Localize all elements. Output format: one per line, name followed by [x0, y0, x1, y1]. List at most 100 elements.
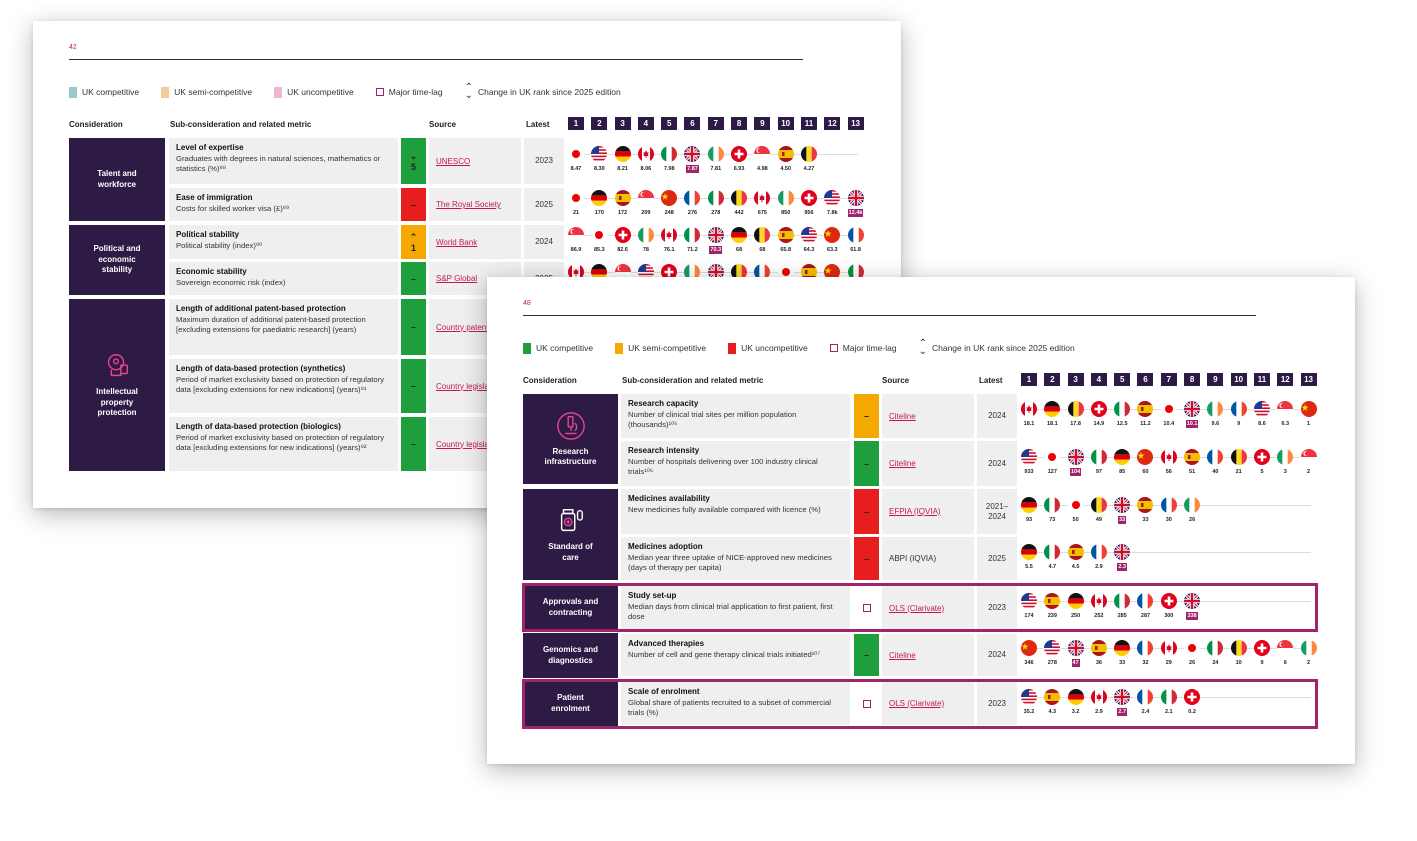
- country-item: 10.4: [1160, 401, 1177, 428]
- country-value: 36: [1095, 660, 1102, 666]
- source-link[interactable]: OLS (Clarivate): [882, 586, 974, 630]
- legend-timelag: Major time-lag: [375, 87, 443, 97]
- source-link[interactable]: OLS (Clarivate): [882, 682, 974, 725]
- source-link[interactable]: World Bank: [429, 225, 521, 259]
- country-value: 933: [1024, 468, 1034, 475]
- country-ranking: 5.5 4.7 4.5 2.9 2.3: [1021, 543, 1137, 571]
- source-link[interactable]: EFPIA (IQVIA): [882, 489, 974, 534]
- japan-flag-icon: [777, 263, 794, 280]
- country-item: 30: [1160, 496, 1177, 524]
- metric-description: Number of clinical trial sites per milli…: [628, 409, 797, 430]
- rank-change: –: [863, 650, 869, 660]
- country-value: 70.3: [709, 246, 723, 254]
- country-value: 338: [1186, 612, 1198, 620]
- germany-flag-icon: [1114, 448, 1131, 465]
- country-item: 21: [568, 189, 584, 217]
- us-flag-icon: [1253, 401, 1270, 417]
- microscope-icon: [556, 411, 585, 440]
- country-item: 7.8k: [824, 189, 841, 217]
- us-flag-icon: [591, 146, 608, 162]
- latest-year: 2021–2024: [977, 489, 1017, 534]
- legend-uncompetitive: UK uncompetitive: [274, 86, 354, 98]
- metric-description: Political stability (index)⁹⁰: [176, 240, 263, 250]
- germany-flag-icon: [614, 146, 631, 162]
- country-value: 10: [1235, 660, 1242, 666]
- country-item: 76.1: [661, 227, 678, 254]
- italy-flag-icon: [847, 263, 864, 280]
- rank-badge: 9: [1207, 373, 1224, 386]
- metric-title: Advanced therapies: [628, 639, 705, 648]
- group-approvals: Approvals and contracting: [523, 585, 618, 630]
- country-value: 5: [1260, 468, 1264, 475]
- country-item: 64.3: [800, 227, 817, 254]
- country-value: 4.27: [803, 166, 815, 172]
- rank-change: –: [410, 199, 416, 210]
- country-item: 65.8: [777, 227, 794, 254]
- country-item: 276: [684, 189, 701, 217]
- metric-description: Sovereign economic risk (index): [176, 277, 286, 287]
- country-value: 29: [1165, 660, 1172, 666]
- rank-badge: 13: [1300, 373, 1317, 386]
- germany-flag-icon: [1067, 688, 1084, 705]
- rank-badge: 8: [731, 117, 748, 130]
- country-item: 2.7: [1114, 688, 1131, 716]
- rank-badge: 12: [824, 117, 841, 130]
- page-number: 42: [69, 44, 77, 51]
- source-link: ABPI (IQVIA): [882, 537, 974, 580]
- metric-description: Period of market exclusivity based on pr…: [176, 374, 385, 395]
- spain-flag-icon: [1067, 543, 1084, 560]
- country-value: 6.93: [733, 166, 745, 172]
- japan-flag-icon: [1184, 640, 1201, 656]
- japan-flag-icon: [568, 189, 584, 206]
- country-item: 7.98: [661, 146, 678, 173]
- italy-flag-icon: [1114, 401, 1131, 417]
- us-flag-icon: [800, 227, 817, 243]
- uk-flag-icon: [1114, 688, 1131, 705]
- country-item: 8.06: [637, 146, 654, 173]
- metric-cell: Research intensity Number of hospitals de…: [621, 441, 850, 486]
- timelag-box-icon: [375, 88, 384, 96]
- source-link[interactable]: The Royal Society: [429, 188, 521, 221]
- metric-description: Median year three uptake of NICE-approve…: [628, 552, 832, 573]
- switzerland-flag-icon: [1090, 401, 1107, 417]
- country-item: 2: [1300, 448, 1317, 476]
- header-sub: Sub-consideration and related metric: [622, 376, 764, 385]
- source-link[interactable]: Citeline: [882, 634, 974, 676]
- country-item: 33: [1137, 496, 1154, 524]
- belgium-flag-icon: [754, 227, 771, 243]
- country-item: 2.3: [1114, 543, 1131, 571]
- ireland-flag-icon: [1184, 496, 1201, 513]
- country-value: 127: [1047, 468, 1057, 475]
- japan-flag-icon: [1067, 496, 1084, 513]
- country-value: 252: [1094, 613, 1104, 619]
- country-item: [754, 263, 771, 285]
- country-item: 40: [1207, 448, 1224, 476]
- spain-flag-icon: [1137, 401, 1154, 417]
- canada-flag-icon: [1021, 401, 1037, 417]
- latest-year: 2025: [524, 188, 564, 221]
- legend-swatch: [523, 342, 531, 354]
- country-item: 3: [1277, 448, 1294, 476]
- country-item: 346: [1021, 640, 1037, 667]
- country-item: 33: [1114, 640, 1131, 667]
- country-item: 2.9: [1090, 543, 1107, 571]
- country-value: 30: [1165, 516, 1172, 523]
- country-item: 26: [1184, 640, 1201, 667]
- china-flag-icon: [1137, 448, 1154, 465]
- medicine-icon: [560, 509, 583, 532]
- group-ip: Intellectual property protection: [69, 299, 165, 471]
- country-value: 4.3: [1048, 708, 1057, 715]
- uk-flag-icon: [1067, 640, 1084, 656]
- country-item: 10: [1230, 640, 1247, 667]
- group-stability: Political and economic stability: [69, 225, 165, 295]
- country-item: 49: [1090, 496, 1107, 524]
- source-link[interactable]: UNESCO: [429, 138, 521, 184]
- country-value: 2.9: [1095, 708, 1103, 715]
- source-link[interactable]: Citeline: [882, 394, 974, 438]
- country-item: 4.3: [1044, 688, 1061, 716]
- country-item: 97: [1090, 448, 1107, 476]
- country-item: 68: [754, 227, 771, 254]
- metric-cell: Research capacity Number of clinical tria…: [621, 394, 850, 438]
- source-link[interactable]: Citeline: [882, 441, 974, 486]
- legend-semi: UK semi-competitive: [161, 86, 252, 98]
